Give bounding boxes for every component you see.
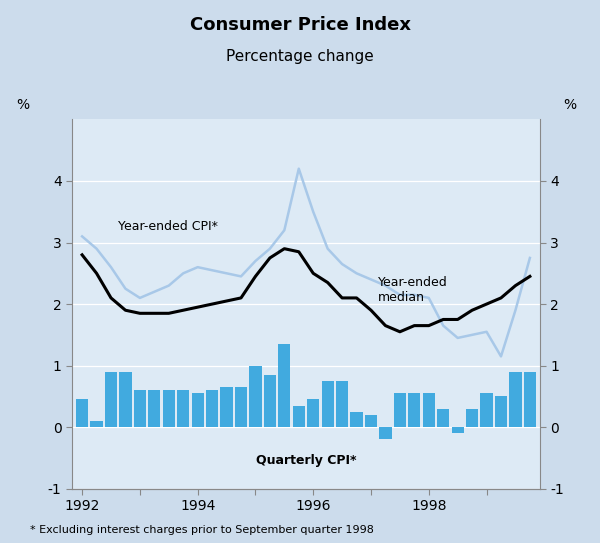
- Text: Quarterly CPI*: Quarterly CPI*: [256, 454, 356, 467]
- Bar: [177, 390, 190, 427]
- Bar: [264, 375, 276, 427]
- Bar: [76, 400, 88, 427]
- Bar: [466, 409, 478, 427]
- Bar: [220, 387, 233, 427]
- Bar: [105, 372, 117, 427]
- Bar: [495, 396, 507, 427]
- Bar: [293, 406, 305, 427]
- Bar: [322, 381, 334, 427]
- Bar: [437, 409, 449, 427]
- Bar: [422, 393, 435, 427]
- Text: * Excluding interest charges prior to September quarter 1998: * Excluding interest charges prior to Se…: [30, 525, 374, 535]
- Bar: [206, 390, 218, 427]
- Text: Year-ended
median: Year-ended median: [378, 276, 448, 304]
- Bar: [148, 390, 160, 427]
- Text: %: %: [16, 98, 29, 112]
- Bar: [394, 393, 406, 427]
- Bar: [163, 390, 175, 427]
- Text: %: %: [563, 98, 577, 112]
- Bar: [481, 393, 493, 427]
- Bar: [336, 381, 348, 427]
- Bar: [119, 372, 131, 427]
- Bar: [509, 372, 521, 427]
- Text: Percentage change: Percentage change: [226, 49, 374, 64]
- Bar: [524, 372, 536, 427]
- Bar: [235, 387, 247, 427]
- Bar: [365, 415, 377, 427]
- Bar: [307, 400, 319, 427]
- Bar: [191, 393, 204, 427]
- Bar: [408, 393, 421, 427]
- Bar: [134, 390, 146, 427]
- Bar: [91, 421, 103, 427]
- Bar: [250, 365, 262, 427]
- Text: Year-ended CPI*: Year-ended CPI*: [118, 220, 218, 233]
- Bar: [350, 412, 362, 427]
- Bar: [278, 344, 290, 427]
- Bar: [452, 427, 464, 433]
- Text: Consumer Price Index: Consumer Price Index: [190, 16, 410, 34]
- Bar: [379, 427, 392, 439]
